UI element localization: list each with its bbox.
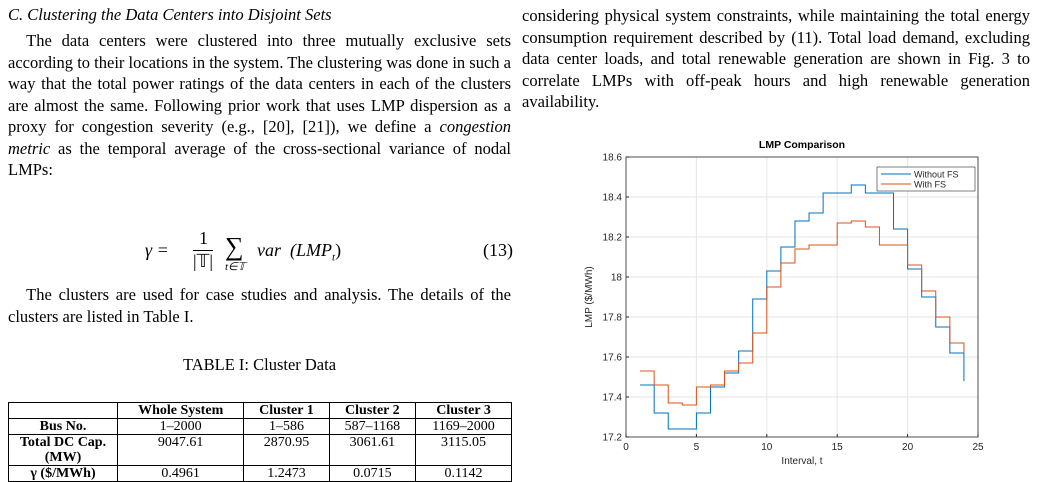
y-tick-label: 18	[611, 273, 623, 284]
paragraph: considering physical system constraints,…	[522, 6, 1030, 111]
y-tick-label: 17.2	[603, 433, 623, 444]
row-header: Total DC Cap. (MW)	[8, 434, 118, 466]
chart-title: LMP Comparison	[759, 139, 845, 151]
header-cell: Cluster 2	[328, 402, 417, 419]
cell: 3115.05	[415, 434, 512, 466]
eq-arg-sub: t	[332, 251, 336, 264]
eq-arg: (LMPt)	[290, 240, 341, 264]
table-caption: TABLE I: Cluster Data	[182, 355, 337, 374]
cell: 0.1142	[415, 465, 512, 482]
cell: 1–586	[243, 418, 330, 435]
text: The data centers were clustered into thr…	[8, 31, 511, 136]
cell: 0.0715	[328, 465, 417, 482]
eq-den: |𝕋|	[193, 250, 213, 271]
eq-arg-main: (LMP	[290, 240, 332, 260]
header-cell: Cluster 3	[415, 402, 512, 419]
cell: 0.4961	[116, 465, 245, 482]
y-axis-label: LMP ($/MWh)	[584, 266, 595, 328]
eq-sum: ∑	[225, 232, 244, 261]
cell: 2870.95	[243, 434, 330, 466]
row-header: Bus No.	[8, 418, 118, 435]
legend-box	[876, 166, 976, 192]
axes-box	[625, 156, 979, 438]
legend-label: With FS	[914, 180, 946, 190]
x-tick-label: 20	[902, 442, 914, 453]
x-axis-label: Interval, t	[781, 456, 822, 467]
cell: 1–2000	[116, 418, 245, 435]
equation: γ = 1 |𝕋| ∑ t∈𝕋 var (LMPt) (13)	[145, 228, 513, 273]
header-cell: Whole System	[116, 402, 245, 419]
paragraph: The data centers were clustered into thr…	[8, 30, 511, 181]
table: Whole System Cluster 1 Cluster 2 Cluster 3 …	[8, 402, 512, 482]
eq-sum-sub: t∈𝕋	[225, 261, 246, 273]
cell: 587–1168	[328, 418, 417, 435]
cell: 1169–2000	[415, 418, 512, 435]
table-header: Whole System Cluster 1 Cluster 2 Cluster 3	[8, 402, 512, 419]
x-tick-label: 0	[623, 442, 629, 453]
section-heading: C. Clustering the Data Centers into Disj…	[8, 5, 332, 24]
table-row: γ ($/MWh) 0.4961 1.2473 0.0715 0.1142	[8, 465, 512, 482]
text: as the temporal average of the cross-sec…	[8, 138, 511, 180]
eq-num: 1	[199, 228, 208, 248]
y-tick-label: 17.8	[603, 313, 623, 324]
eq-func: var	[257, 240, 281, 260]
row-header: γ ($/MWh)	[8, 465, 118, 482]
stair-line	[640, 184, 965, 430]
x-tick-label: 10	[761, 442, 773, 453]
x-tick-label: 25	[972, 442, 984, 453]
header-cell	[8, 402, 118, 419]
cell: 1.2473	[243, 465, 330, 482]
legend-label: Without FS	[914, 170, 959, 180]
paragraph: The clusters are used for case studies a…	[8, 285, 511, 326]
x-tick-label: 15	[832, 442, 844, 453]
y-tick-label: 18.6	[603, 153, 623, 164]
emphasis: congestion metric	[8, 117, 511, 158]
cell: 3061.61	[328, 434, 417, 466]
table-row: Bus No. 1–2000 1–586 587–1168 1169–2000	[8, 418, 512, 435]
eq-close: )	[335, 240, 342, 260]
y-tick-label: 18.2	[603, 233, 623, 244]
table-row: Total DC Cap. (MW) 9047.61 2870.95 3061.61 3…	[8, 434, 512, 466]
plot-area	[626, 157, 978, 437]
eq-number: (13)	[483, 240, 513, 260]
x-tick-label: 5	[694, 442, 700, 453]
eq-lhs: γ =	[145, 240, 169, 260]
y-tick-label: 17.4	[603, 393, 623, 404]
y-tick-label: 18.4	[603, 193, 623, 204]
chart: LMP Comparison Interval, t LMP ($/MWh) 1…	[584, 139, 984, 467]
header-cell: Cluster 1	[243, 402, 330, 419]
stair-line	[640, 220, 965, 406]
cell: 9047.61	[116, 434, 245, 466]
y-tick-label: 17.6	[603, 353, 623, 364]
